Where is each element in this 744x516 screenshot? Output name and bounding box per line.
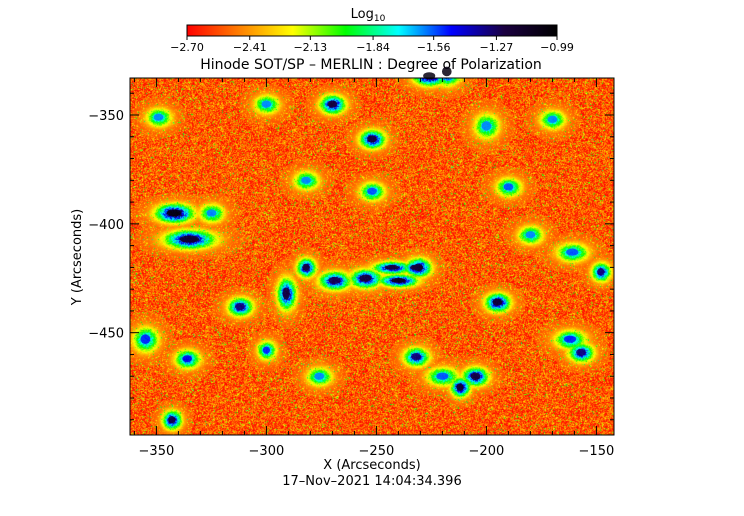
x-tick-label: −350 (139, 444, 175, 459)
polarization-patch (441, 66, 452, 77)
y-tick-label: −400 (88, 218, 124, 233)
polarization-patch (547, 115, 558, 123)
polarization-patch (563, 335, 577, 343)
heatmap-image (130, 78, 614, 435)
x-tick-label: −250 (359, 444, 395, 459)
timestamp-label: 17–Nov–2021 14:04:34.396 (282, 474, 461, 489)
polarization-patch (503, 183, 514, 191)
polarization-patch (166, 209, 182, 217)
polarization-patch (179, 235, 200, 243)
colorbar-title-base: Log (351, 7, 374, 22)
polarization-patch (566, 248, 579, 256)
colorbar-tick-label: −2.13 (293, 41, 327, 54)
y-tick-label: −450 (88, 327, 124, 342)
colorbar-tick-label: −1.84 (356, 41, 390, 54)
x-axis-label: X (Arcseconds) (323, 458, 420, 473)
plot-area: −350 −300 −250 −200 −150 −350 −400 −450 (88, 66, 615, 459)
polarization-patch (168, 416, 176, 424)
colorbar-tick-label: −2.70 (170, 41, 204, 54)
polarization-patch (182, 355, 193, 363)
polarization-patch (302, 263, 310, 271)
colorbar-tick-label: −1.56 (417, 41, 451, 54)
plot-frame (129, 77, 615, 436)
polarization-patch (456, 383, 464, 391)
polarization-patch (328, 276, 341, 285)
colorbar: Log10 −2.70 −2.41 −2.13 −1.84 −1.56 −1.27 −0.9… (170, 7, 574, 54)
polarization-patch (576, 348, 586, 356)
axis-ticks: −350 −300 −250 −200 −150 −350 −400 −450 (88, 78, 614, 459)
colorbar-strip (186, 24, 558, 37)
polarization-patch (140, 334, 151, 345)
colorbar-tick-label: −2.41 (233, 41, 267, 54)
colorbar-title: Log10 (351, 7, 386, 24)
colorbar-tick-label: −0.99 (540, 41, 574, 54)
polarization-patch (314, 372, 325, 380)
polarization-patch (481, 121, 492, 131)
chart-title: Hinode SOT/SP – MERLIN : Degree of Polar… (200, 57, 542, 73)
polarization-patch (411, 353, 421, 361)
polarization-patch (410, 264, 418, 270)
polarization-patch (391, 278, 406, 283)
polarization-patch (359, 274, 372, 282)
polarization-patch (262, 346, 271, 354)
polarization-patch (492, 298, 503, 306)
polarization-patch (206, 209, 217, 217)
polarization-patch (597, 268, 605, 276)
polarization-patch (525, 231, 536, 239)
polarization-patch (470, 372, 481, 380)
polarization-patch (436, 372, 449, 380)
colorbar-tick-label: −1.27 (480, 41, 514, 54)
polarization-patch (367, 135, 377, 143)
polarization-patch (153, 113, 164, 121)
colorbar-ticks: −2.70 −2.41 −2.13 −1.84 −1.56 −1.27 −0.99 (170, 36, 574, 54)
polarization-patch (384, 264, 400, 270)
polarization-patch (327, 100, 338, 108)
x-tick-label: −200 (469, 444, 505, 459)
x-tick-label: −150 (579, 444, 615, 459)
colorbar-title-subscript: 10 (374, 14, 386, 24)
polarization-patch (301, 176, 311, 184)
y-axis-label: Y (Arcseconds) (70, 209, 85, 306)
polarization-patch (367, 187, 377, 195)
y-tick-label: −350 (88, 109, 124, 124)
x-tick-label: −300 (249, 444, 285, 459)
polarization-patch (261, 100, 272, 108)
polarization-patch (235, 302, 245, 311)
polarization-patch (282, 287, 290, 300)
